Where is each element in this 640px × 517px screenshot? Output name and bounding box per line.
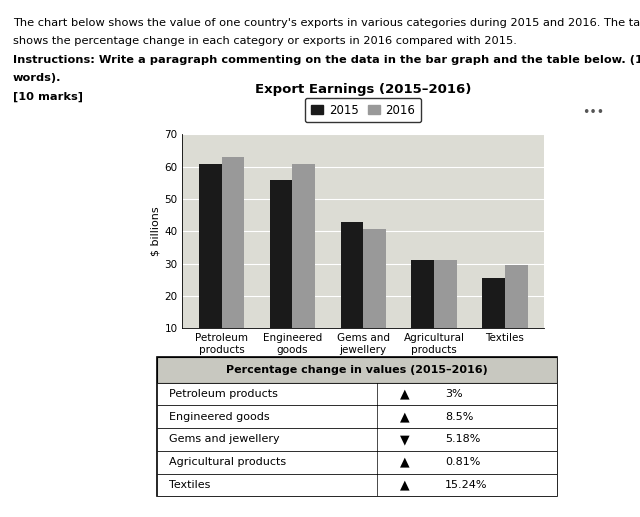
Text: shows the percentage change in each category or exports in 2016 compared with 20: shows the percentage change in each cate… <box>13 36 516 46</box>
Text: ▲: ▲ <box>400 410 410 423</box>
Bar <box>292 163 315 361</box>
Text: Instructions: Write a paragraph commenting on the data in the bar graph and the : Instructions: Write a paragraph commenti… <box>13 55 640 65</box>
Bar <box>340 222 363 361</box>
Text: Percentage change in values (2015–2016): Percentage change in values (2015–2016) <box>226 364 488 375</box>
Bar <box>199 163 221 361</box>
Bar <box>157 474 557 496</box>
Text: 15.24%: 15.24% <box>445 480 487 490</box>
X-axis label: Product Category: Product Category <box>305 362 421 375</box>
Text: 5.18%: 5.18% <box>445 434 480 445</box>
Text: words).: words). <box>13 73 61 83</box>
Bar <box>157 428 557 451</box>
Bar <box>269 180 292 361</box>
Bar <box>482 278 505 361</box>
Bar <box>412 261 434 361</box>
Bar <box>157 405 557 428</box>
Text: 3%: 3% <box>445 389 463 399</box>
Text: The chart below shows the value of one country's exports in various categories d: The chart below shows the value of one c… <box>13 18 640 28</box>
Text: ▼: ▼ <box>400 433 410 446</box>
Text: 8.5%: 8.5% <box>445 412 473 422</box>
Bar <box>221 157 244 361</box>
Bar <box>157 451 557 474</box>
Text: Engineered goods: Engineered goods <box>169 412 269 422</box>
Text: [10 marks]: [10 marks] <box>13 92 83 102</box>
Bar <box>505 265 527 361</box>
Text: Textiles: Textiles <box>169 480 210 490</box>
Text: Agricultural products: Agricultural products <box>169 457 286 467</box>
Text: Petroleum products: Petroleum products <box>169 389 278 399</box>
Text: •••: ••• <box>582 106 605 119</box>
Text: ▲: ▲ <box>400 455 410 469</box>
Title: Export Earnings (2015–2016): Export Earnings (2015–2016) <box>255 83 472 96</box>
Text: ▲: ▲ <box>400 478 410 492</box>
Y-axis label: $ billions: $ billions <box>150 207 160 256</box>
Bar <box>157 383 557 405</box>
Bar <box>363 229 386 361</box>
Legend: 2015, 2016: 2015, 2016 <box>305 98 421 123</box>
Bar <box>434 260 457 361</box>
Text: ▲: ▲ <box>400 387 410 401</box>
Text: 0.81%: 0.81% <box>445 457 480 467</box>
Bar <box>157 357 557 383</box>
Text: Gems and jewellery: Gems and jewellery <box>169 434 280 445</box>
